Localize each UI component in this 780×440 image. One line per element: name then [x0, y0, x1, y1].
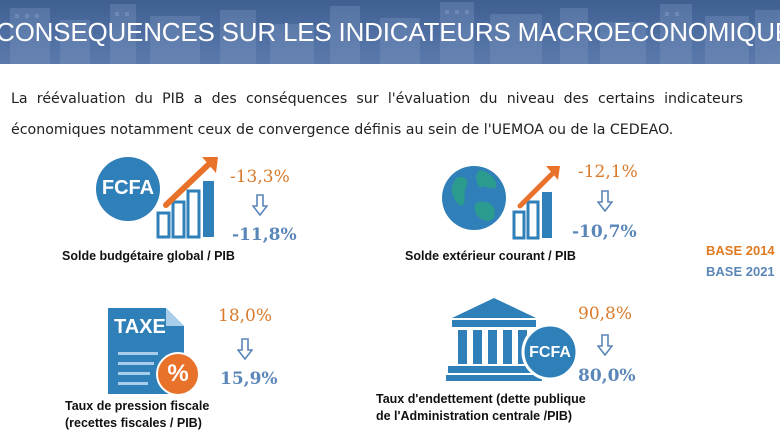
- legend-base-2021: BASE 2021: [706, 264, 775, 279]
- page-title: CONSEQUENCES SUR LES INDICATEURS MACROEC…: [0, 17, 780, 47]
- legend-base-2014: BASE 2014: [706, 243, 775, 258]
- indicator-label-line2: de l'Administration centrale /PIB): [376, 409, 573, 423]
- intro-paragraph: La réévaluation du PIB a des conséquence…: [11, 91, 743, 138]
- value-base-2014: -13,3%: [230, 167, 290, 187]
- globe-growth-icon: [442, 166, 560, 240]
- fcfa-icon-text: FCFA: [101, 177, 155, 199]
- tax-document-icon: [108, 308, 200, 396]
- taxe-icon-text: TAXE: [114, 316, 166, 338]
- indicator-label-line1: Taux d'endettement (dette publique: [376, 392, 586, 406]
- city-skyline-background: [10, 2, 780, 64]
- value-base-2014: 90,8%: [578, 304, 633, 324]
- value-base-2021: 80,0%: [578, 366, 636, 386]
- indicator-label: Solde budgétaire global / PIB: [62, 249, 235, 263]
- government-building-icon: [446, 298, 578, 381]
- header-banner: CONSEQUENCES SUR LES INDICATEURS MACROEC…: [0, 0, 780, 64]
- decrease-arrow-icon: [597, 334, 613, 356]
- indicator-label-line1: Taux de pression fiscale: [65, 399, 210, 413]
- value-base-2014: 18,0%: [218, 306, 273, 326]
- indicator-label-line2: (recettes fiscales / PIB): [65, 416, 202, 430]
- indicator-label: Solde extérieur courant / PIB: [405, 249, 576, 263]
- value-base-2021: 15,9%: [220, 369, 278, 389]
- fcfa-growth-icon: [96, 157, 218, 239]
- value-base-2021: -10,7%: [572, 222, 637, 242]
- decrease-arrow-icon: [237, 338, 253, 360]
- value-base-2021: -11,8%: [232, 225, 297, 245]
- fcfa-icon-text: FCFA: [529, 344, 571, 361]
- decrease-arrow-icon: [252, 194, 268, 216]
- value-base-2014: -12,1%: [578, 162, 638, 182]
- decrease-arrow-icon: [597, 190, 613, 212]
- percent-icon-text: %: [167, 360, 189, 387]
